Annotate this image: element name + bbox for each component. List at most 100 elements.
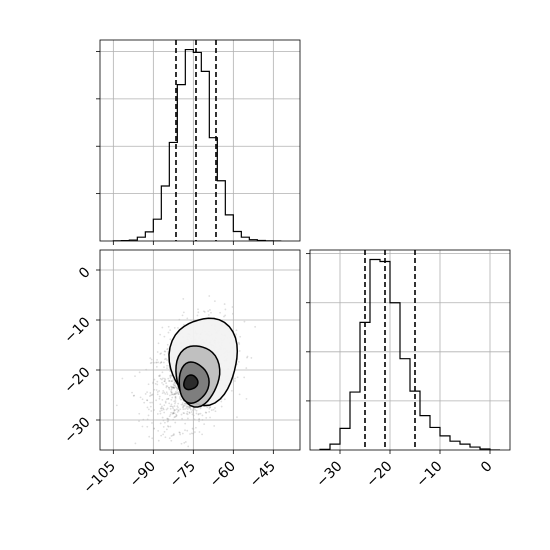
- density-sample: [238, 360, 240, 363]
- density-sample: [177, 409, 180, 412]
- density-sample: [173, 392, 176, 395]
- density-sample: [159, 407, 162, 410]
- density-sample: [170, 380, 173, 383]
- density-sample: [151, 437, 154, 440]
- density-sample: [181, 314, 184, 317]
- density-sample: [155, 399, 158, 402]
- density-sample: [160, 361, 163, 363]
- density-sample: [254, 325, 257, 328]
- density-sample: [163, 380, 166, 383]
- density-sample: [166, 343, 169, 346]
- density-sample: [207, 310, 210, 313]
- density-sample: [163, 411, 166, 414]
- density-sample: [197, 413, 200, 416]
- density-sample: [183, 441, 186, 444]
- density-sample: [147, 383, 150, 386]
- density-sample: [180, 442, 183, 445]
- density-sample: [164, 378, 167, 381]
- density-sample: [166, 359, 168, 361]
- density-sample: [164, 455, 166, 457]
- density-sample: [179, 397, 181, 400]
- density-sample: [157, 361, 160, 364]
- density-sample: [158, 390, 161, 392]
- density-sample: [133, 394, 136, 397]
- density-sample: [166, 393, 169, 395]
- density-sample: [207, 314, 210, 316]
- density-sample: [163, 391, 166, 394]
- density-sample: [169, 329, 172, 331]
- density-sample: [131, 391, 133, 394]
- density-sample: [166, 364, 168, 367]
- density-sample: [168, 415, 171, 418]
- density-sample: [186, 408, 189, 411]
- density-sample: [156, 358, 158, 361]
- density-sample: [172, 386, 175, 388]
- density-sample: [150, 358, 153, 361]
- density-sample: [146, 425, 149, 428]
- density-sample: [170, 398, 173, 401]
- density-sample: [176, 405, 179, 408]
- density-sample: [209, 309, 211, 311]
- density-sample: [159, 377, 162, 380]
- density-sample: [154, 382, 157, 385]
- density-sample: [159, 374, 161, 377]
- density-sample: [171, 405, 174, 408]
- density-sample: [165, 398, 168, 401]
- density-sample: [170, 374, 173, 377]
- density-sample: [172, 387, 175, 389]
- density-sample: [183, 412, 186, 415]
- density-sample: [162, 361, 165, 364]
- density-sample: [162, 407, 165, 410]
- density-sample: [170, 387, 173, 390]
- density-sample: [194, 426, 197, 429]
- density-sample: [160, 352, 163, 355]
- density-sample: [166, 418, 169, 420]
- histogram-panel-x1: [96, 39, 301, 245]
- density-sample: [157, 429, 160, 432]
- density-sample: [161, 371, 164, 374]
- density-sample: [167, 425, 169, 427]
- density-sample: [177, 326, 179, 329]
- density-ytick-label: −10: [61, 314, 93, 346]
- density-sample: [196, 314, 199, 317]
- density-sample: [191, 409, 194, 412]
- density-sample: [147, 408, 150, 411]
- density-sample: [160, 407, 163, 410]
- density-sample: [159, 353, 162, 355]
- density-sample: [163, 366, 165, 369]
- density-sample: [206, 406, 209, 409]
- density-sample: [165, 357, 167, 360]
- density-sample: [186, 413, 189, 416]
- density-sample: [166, 420, 169, 423]
- density-sample: [189, 408, 192, 411]
- density-sample: [172, 393, 175, 396]
- density-sample: [182, 404, 185, 407]
- density-sample: [161, 398, 164, 401]
- density-sample: [167, 347, 169, 350]
- density-sample: [173, 386, 176, 389]
- density-sample: [182, 298, 185, 300]
- density-xtick-label: −60: [207, 458, 239, 490]
- density-sample: [214, 407, 216, 409]
- density-sample: [205, 416, 208, 419]
- hist-x2-xtick-label: 0: [478, 458, 496, 476]
- density-sample: [163, 358, 166, 361]
- density-sample: [176, 386, 178, 389]
- density-sample: [166, 407, 169, 410]
- density-sample: [164, 393, 167, 395]
- density-sample: [174, 384, 177, 387]
- density-sample: [186, 405, 189, 408]
- density-sample: [199, 412, 202, 415]
- density-sample: [236, 416, 238, 419]
- density-sample: [189, 433, 191, 435]
- density-sample: [174, 401, 177, 403]
- density-xtick-label: −75: [167, 458, 199, 490]
- density-sample: [246, 355, 249, 358]
- density-sample: [169, 375, 172, 378]
- density-sample: [174, 409, 177, 412]
- density-sample: [159, 333, 162, 336]
- density-sample: [237, 341, 240, 344]
- density-sample: [164, 436, 167, 439]
- density-sample: [170, 393, 173, 396]
